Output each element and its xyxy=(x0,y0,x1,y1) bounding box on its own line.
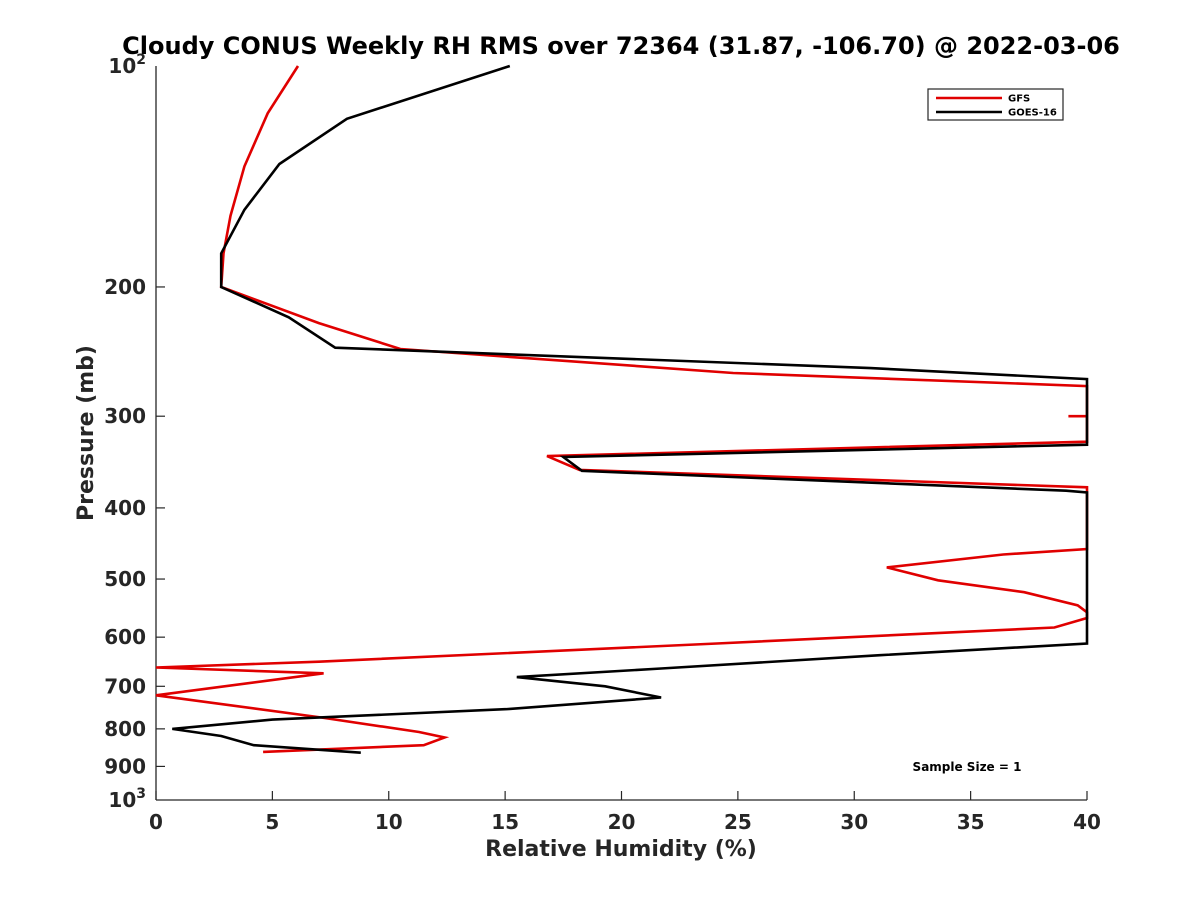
x-tick-label: 30 xyxy=(840,810,868,834)
y-tick-label: 200 xyxy=(104,275,146,299)
series-line-goes-16 xyxy=(172,64,1089,754)
y-axis-label: Pressure (mb) xyxy=(74,345,99,521)
x-tick-label: 5 xyxy=(265,810,279,834)
y-tick-label: 500 xyxy=(104,567,146,591)
x-tick-label: 25 xyxy=(724,810,752,834)
axes: 0 5 10 15 20 25 30 35 40 102 200 300 400 500 600 700 800… xyxy=(104,52,1101,834)
x-axis-label: Relative Humidity (%) xyxy=(485,837,757,862)
y-tick-label: 600 xyxy=(104,625,146,649)
y-tick-label: 900 xyxy=(104,754,146,778)
legend-box xyxy=(927,88,1064,121)
chart-title: Cloudy CONUS Weekly RH RMS over 72364 (3… xyxy=(122,32,1120,60)
x-tick-label: 10 xyxy=(375,810,403,834)
x-tick-label: 0 xyxy=(149,810,163,834)
x-tick-label: 40 xyxy=(1073,810,1101,834)
legend-label: GFS xyxy=(1008,94,1030,105)
y-tick-label: 300 xyxy=(104,404,146,428)
x-tick-label: 15 xyxy=(491,810,519,834)
legend-label: GOES-16 xyxy=(1008,108,1057,119)
y-tick-label: 800 xyxy=(104,717,146,741)
y-tick-label: 103 xyxy=(108,786,146,812)
y-tick-label: 700 xyxy=(104,674,146,698)
series-line-gfs xyxy=(155,65,1089,754)
x-tick-label: 20 xyxy=(608,810,636,834)
sample-size-annotation: Sample Size = 1 xyxy=(913,760,1022,774)
x-tick-label: 35 xyxy=(957,810,985,834)
legend: GFS GOES-16 xyxy=(927,88,1064,121)
plot-area xyxy=(155,64,1089,754)
y-tick-label: 400 xyxy=(104,496,146,520)
y-tick-label: 102 xyxy=(108,52,146,78)
